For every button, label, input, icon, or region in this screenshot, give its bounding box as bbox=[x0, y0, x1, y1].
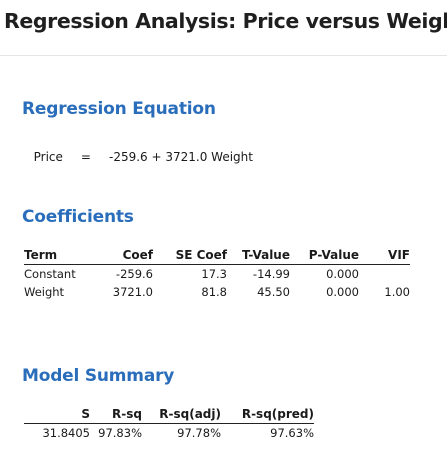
model-summary-heading: Model Summary bbox=[22, 366, 175, 386]
table-row: 31.8405 97.83% 97.78% 97.63% bbox=[24, 424, 314, 443]
table-row: Constant -259.6 17.3 -14.99 0.000 bbox=[24, 265, 410, 284]
column-header-r-sq-adj: R-sq(adj) bbox=[142, 404, 221, 424]
equation-response: Price bbox=[33, 150, 63, 164]
regression-equation-heading: Regression Equation bbox=[22, 99, 216, 119]
page-title: Regression Analysis: Price versus Weight bbox=[4, 9, 447, 33]
equation-equals: = bbox=[80, 150, 91, 164]
cell-term: Constant bbox=[24, 267, 76, 281]
cell-r-sq: 97.83% bbox=[98, 426, 142, 440]
table-row: Weight 3721.0 81.8 45.50 0.000 1.00 bbox=[24, 283, 410, 301]
cell-se-coef: 81.8 bbox=[201, 285, 227, 299]
cell-coef: -259.6 bbox=[115, 267, 153, 281]
coefficients-heading: Coefficients bbox=[22, 207, 134, 227]
cell-term: Weight bbox=[24, 285, 65, 299]
regression-equation: Price = -259.6 + 3721.0 Weight bbox=[26, 136, 253, 164]
column-header-vif: VIF bbox=[359, 245, 410, 265]
cell-t-value: 45.50 bbox=[257, 285, 290, 299]
cell-coef: 3721.0 bbox=[112, 285, 153, 299]
column-header-coef: Coef bbox=[92, 245, 153, 265]
cell-p-value: 0.000 bbox=[326, 285, 359, 299]
coefficients-table: Term Coef SE Coef T-Value P-Value VIF Co… bbox=[24, 245, 410, 301]
cell-vif: 1.00 bbox=[384, 285, 410, 299]
model-summary-table: S R-sq R-sq(adj) R-sq(pred) 31.8405 97.8… bbox=[24, 404, 314, 442]
column-header-t-value: T-Value bbox=[227, 245, 290, 265]
column-header-r-sq-pred: R-sq(pred) bbox=[221, 404, 314, 424]
cell-r-sq-adj: 97.78% bbox=[177, 426, 221, 440]
title-divider bbox=[0, 55, 447, 56]
cell-se-coef: 17.3 bbox=[201, 267, 227, 281]
table-header-row: Term Coef SE Coef T-Value P-Value VIF bbox=[24, 245, 410, 265]
column-header-r-sq: R-sq bbox=[90, 404, 142, 424]
equation-expression: -259.6 + 3721.0 Weight bbox=[108, 150, 253, 164]
cell-s: 31.8405 bbox=[42, 426, 90, 440]
cell-p-value: 0.000 bbox=[326, 267, 359, 281]
column-header-p-value: P-Value bbox=[290, 245, 359, 265]
cell-vif bbox=[359, 265, 410, 284]
cell-r-sq-pred: 97.63% bbox=[270, 426, 314, 440]
column-header-s: S bbox=[24, 404, 90, 424]
cell-t-value: -14.99 bbox=[252, 267, 290, 281]
table-header-row: S R-sq R-sq(adj) R-sq(pred) bbox=[24, 404, 314, 424]
column-header-se-coef: SE Coef bbox=[153, 245, 227, 265]
column-header-term: Term bbox=[24, 245, 92, 265]
